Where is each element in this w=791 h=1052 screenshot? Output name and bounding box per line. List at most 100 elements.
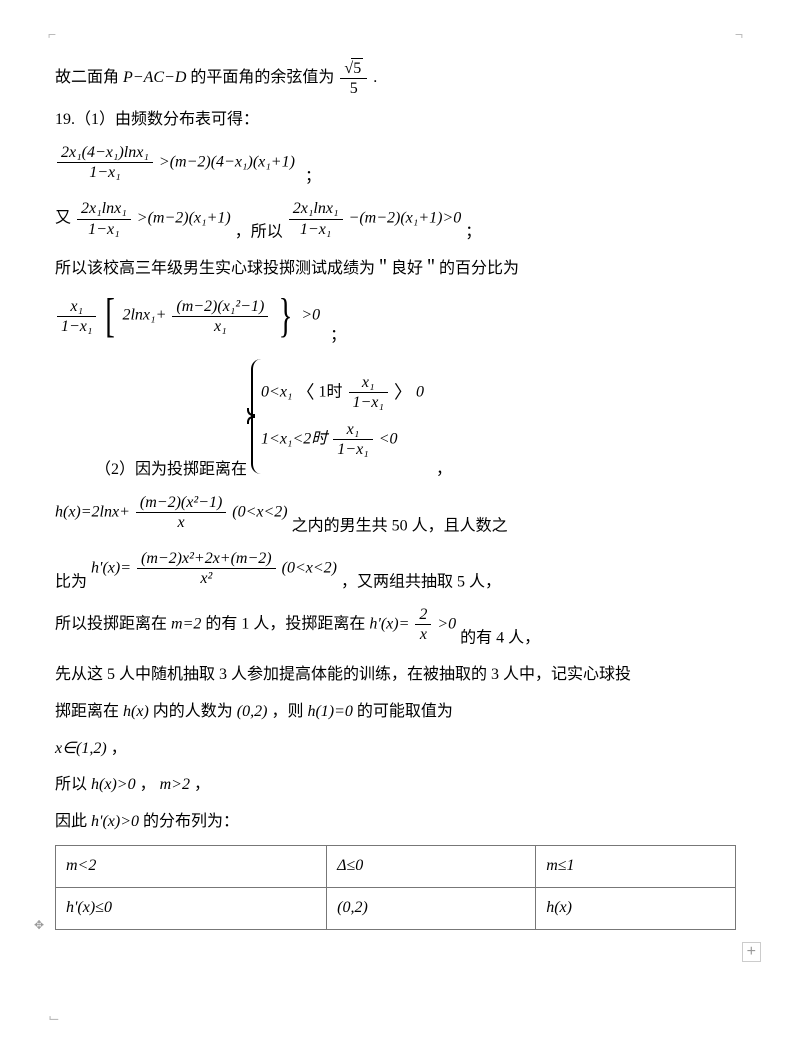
sqrt-arg: 5 (351, 58, 363, 78)
hx: h(x) (123, 703, 149, 720)
m2: m=2 (171, 615, 201, 632)
num: 2x₁lnx₁ (77, 199, 131, 219)
den: 1−x₁ (333, 440, 372, 459)
a: h(x)>0 (91, 776, 136, 793)
fraction: 2 x (413, 605, 433, 644)
hprime: h'(x)= (91, 559, 131, 576)
den: x (136, 513, 226, 532)
fraction: (m−2)(x²−1) x (134, 493, 228, 532)
num: 2x₁(4−x₁)lnx₁ (57, 143, 153, 163)
equation-6: 所以投掷距离在 m=2 的有 1 人，投掷距离在 h'(x)= 2 x >0 的… (55, 605, 736, 653)
text: 的平面角的余弦值为 (190, 69, 338, 86)
fraction: x₁ 1−x₁ (55, 297, 98, 336)
bracket-left: [ (106, 292, 116, 340)
fraction: 2x₁lnx₁ 1−x₁ (287, 199, 345, 238)
num: 2x₁lnx₁ (289, 199, 343, 219)
cell: m<2 (56, 846, 327, 888)
expr: P−AC−D (123, 69, 186, 86)
brace-left: 0<x₁ 〈 1时 x₁ 1−x₁ 〉 0 1<x₁<2时 x₁ 1−x₁ <0 (251, 359, 432, 474)
den: x² (137, 569, 276, 588)
num: x₁ (349, 373, 388, 393)
mid2: ，所以 (235, 224, 287, 241)
mid: >(m−2)(x₁+1) (137, 210, 231, 227)
pre: h(x)=2lnx+ (55, 503, 130, 520)
pre: 因此 (55, 813, 91, 830)
line-dihedral: 故二面角 P−AC−D 的平面角的余弦值为 5 5 . (55, 58, 736, 98)
mid2: ，则 (271, 703, 307, 720)
tail: ， (436, 461, 452, 478)
a: h'(x)>0 (91, 813, 139, 830)
den: 1−x₁ (289, 220, 343, 239)
equation-1: 2x₁(4−x₁)lnx₁ 1−x₁ >(m−2)(4−x₁)(x₁+1) ； (55, 143, 736, 191)
equation-4: h(x)=2lnx+ (m−2)(x²−1) x (0<x<2) 之内的男生共 … (55, 493, 736, 541)
bracket-right: } (279, 292, 293, 340)
angle-right: 〉 (394, 382, 412, 402)
cell: h(x) (536, 887, 736, 929)
line-select-3: 先从这 5 人中随机抽取 3 人参加提高体能的训练，在被抽取的 3 人中，记实心… (55, 661, 736, 690)
line-therefore: 因此 h'(x)>0 的分布列为： (55, 808, 736, 837)
b: m>2 (160, 776, 190, 793)
pre: 所以 (55, 776, 91, 793)
tail: 之内的男生共 50 人，且人数之 (292, 517, 508, 534)
semi: ； (299, 168, 321, 185)
line-so: 所以 h(x)>0 ， m>2 ， (55, 771, 736, 800)
angle-left: 〈 (296, 382, 314, 402)
b: 1时 (318, 383, 342, 400)
den: 1−x₁ (349, 393, 388, 412)
fraction: x₁ 1−x₁ (347, 373, 390, 412)
fraction: 2x₁(4−x₁)lnx₁ 1−x₁ (55, 143, 155, 182)
mid1: 内的人数为 (153, 703, 237, 720)
fraction: (m−2)(x₁²−1) x₁ (170, 297, 270, 336)
tail: ，又两组共抽取 5 人， (341, 573, 501, 590)
num: (m−2)(x₁²−1) (172, 297, 268, 317)
fraction: x₁ 1−x₁ (331, 420, 374, 459)
a: 0<x₁ (261, 383, 292, 400)
num: x₁ (57, 297, 96, 317)
hprime: h'(x)= (369, 615, 409, 632)
case-row-1: 0<x₁ 〈 1时 x₁ 1−x₁ 〉 0 (261, 373, 424, 412)
cell: m≤1 (536, 846, 736, 888)
den: x (415, 625, 431, 644)
semi: ； (465, 224, 481, 241)
distribution-table: m<2 Δ≤0 m≤1 h'(x)≤0 (0,2) h(x) (55, 845, 736, 930)
inside: 2lnx₁+ (122, 307, 166, 324)
line-select-3b: 掷距离在 h(x) 内的人数为 (0,2) ，则 h(1)=0 的可能取值为 (55, 698, 736, 727)
p02: (0,2) (237, 703, 268, 720)
cell: Δ≤0 (327, 846, 536, 888)
num: (m−2)x²+2x+(m−2) (137, 549, 276, 569)
num: x₁ (333, 420, 372, 440)
text: . (373, 69, 377, 86)
fraction: 5 5 (338, 58, 369, 98)
pre: 掷距离在 (55, 703, 123, 720)
den: 1−x₁ (57, 317, 96, 336)
mid: ， (140, 776, 160, 793)
pre: 比为 (55, 573, 91, 590)
crop-mark-bl: ⌙ (48, 1009, 60, 1026)
label: （2）因为投掷距离在 (95, 461, 251, 478)
add-column-icon[interactable]: + (742, 942, 761, 962)
equation-3: x₁ 1−x₁ [ 2lnx₁+ (m−2)(x₁²−1) x₁ } >0 ； (55, 292, 736, 350)
tail: ， (111, 740, 127, 757)
tail: 0 (416, 383, 424, 400)
dom: (0<x<2) (282, 559, 337, 576)
x: x∈(1,2) (55, 740, 107, 757)
tail: ， (194, 776, 210, 793)
tail: <0 (379, 430, 398, 447)
semi: ； (324, 327, 346, 344)
cases-block: （2）因为投掷距离在 0<x₁ 〈 1时 x₁ 1−x₁ 〉 0 1<x₁<2时… (95, 359, 736, 485)
den: 1−x₁ (57, 163, 153, 182)
line-x-in: x∈(1,2) ， (55, 735, 736, 764)
pre: 所以投掷距离在 (55, 615, 171, 632)
den: 1−x₁ (77, 220, 131, 239)
rhs: >(m−2)(4−x₁)(x₁+1) (159, 154, 295, 171)
table-row: h'(x)≤0 (0,2) h(x) (56, 887, 736, 929)
tail: 的可能取值为 (357, 703, 453, 720)
cell: h'(x)≤0 (56, 887, 327, 929)
den: 5 (340, 79, 367, 98)
crop-mark-tr: ¬ (735, 26, 743, 42)
table-handle-icon: ✥ (34, 918, 44, 932)
num: 2 (415, 605, 431, 625)
table-row: m<2 Δ≤0 m≤1 (56, 846, 736, 888)
fraction: 2x₁lnx₁ 1−x₁ (75, 199, 133, 238)
crop-mark-tl: ⌐ (48, 26, 56, 42)
